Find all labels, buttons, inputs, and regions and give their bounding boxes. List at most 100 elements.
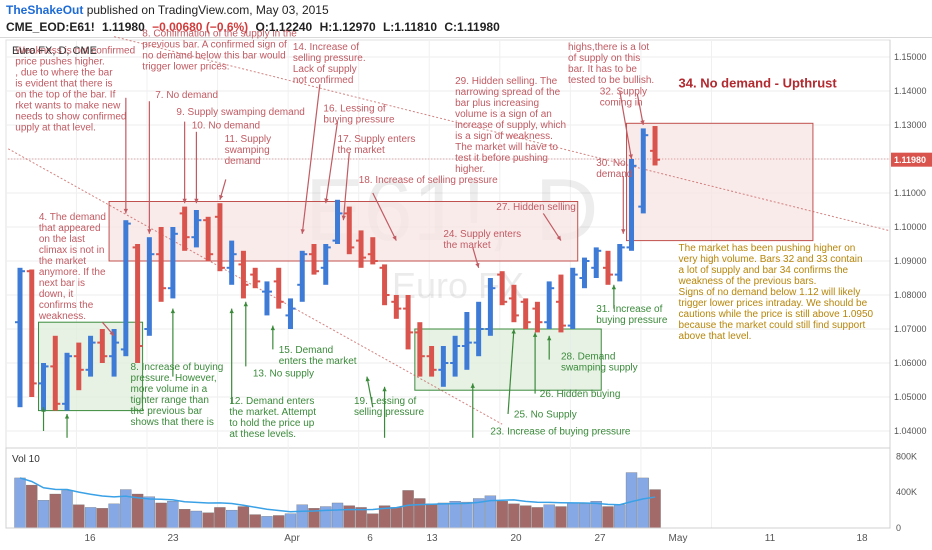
annotation-arrowhead xyxy=(511,329,516,334)
annotation-arrow xyxy=(542,213,562,241)
price-bar-range xyxy=(17,267,23,408)
volume-bar xyxy=(214,507,226,529)
annotation-text: 26. Hidden buying xyxy=(540,389,621,400)
volume-bar xyxy=(131,493,144,529)
annotation-arrowhead xyxy=(229,308,234,314)
volume-bar xyxy=(108,503,120,529)
annotation-line: 10. No demand xyxy=(192,120,260,131)
volume-bar xyxy=(520,505,532,529)
price-bar xyxy=(73,342,84,391)
price-bar-range xyxy=(499,271,505,306)
volume-bar xyxy=(155,502,167,529)
annotation-text: 16. Lessing of buying pressure xyxy=(323,103,395,125)
open-value: O:1.12240 xyxy=(255,20,313,34)
annotation-arrowhead xyxy=(365,376,370,382)
price-tick-label: 1.11000 xyxy=(894,188,926,198)
volume-bar xyxy=(402,490,414,529)
price-bar xyxy=(532,301,543,333)
annotation-line: increase of supply, which xyxy=(455,120,566,131)
annotation-arrowhead xyxy=(147,229,152,234)
annotation-arrowhead xyxy=(41,407,46,412)
price-bar-range xyxy=(546,281,552,329)
annotation-line: next bar is xyxy=(39,278,85,289)
price-bar-range xyxy=(346,206,352,255)
price-bar xyxy=(591,247,602,278)
annotation-line: cautions while the price is still above … xyxy=(679,309,874,320)
annotation-line: 4. The demand xyxy=(39,212,106,223)
price-bar xyxy=(450,335,461,377)
annotation-line: coming in xyxy=(600,97,643,108)
annotation-line: test it before pushing xyxy=(455,153,548,164)
price-bar-range xyxy=(52,335,58,411)
price-bar xyxy=(461,312,472,370)
price-bar xyxy=(638,128,649,214)
annotation-line: tested to be bullish. xyxy=(568,75,654,86)
price-bar xyxy=(379,264,390,306)
price-bar xyxy=(156,227,167,302)
annotation-arrowhead xyxy=(182,198,187,204)
publisher-name[interactable]: TheShakeOut xyxy=(6,3,84,17)
zone-resistance xyxy=(108,201,579,262)
price-bar-range xyxy=(193,210,199,248)
volume-bar xyxy=(143,496,156,529)
annotation-line: 8. Increase of buying xyxy=(131,362,224,373)
annotation-text: 18. Increase of selling pressure xyxy=(359,175,498,186)
price-bar-range xyxy=(229,240,235,285)
price-bar-range xyxy=(88,335,94,377)
annotation-arrow xyxy=(372,192,397,241)
annotation-arrowhead xyxy=(547,335,552,341)
price-bar-range xyxy=(323,244,329,285)
price-bar-range xyxy=(76,342,82,391)
annotation-line: enters the market xyxy=(279,356,357,367)
price-bar-range xyxy=(640,128,646,214)
annotation-text: 9. Supply swamping demand xyxy=(176,107,304,118)
volume-bar xyxy=(202,512,214,529)
volume-bar xyxy=(261,516,273,529)
annotation-arrow xyxy=(636,94,644,126)
price-bar-range xyxy=(417,322,423,377)
volume-bar xyxy=(637,477,649,529)
volume-bar xyxy=(390,507,402,529)
price-bar-range xyxy=(41,363,47,411)
price-bar xyxy=(85,335,96,377)
volume-bar xyxy=(614,504,626,529)
price-bar xyxy=(544,281,555,329)
price-bar xyxy=(414,322,425,377)
volume-bar xyxy=(567,502,579,529)
annotation-line: above that level. xyxy=(679,331,752,342)
price-tick-label: 1.04000 xyxy=(894,426,927,436)
annotation-line: 18. Increase of selling pressure xyxy=(359,175,498,186)
annotation-line: 32. Supply xyxy=(600,86,647,97)
annotation-line: because the market could still find supp… xyxy=(679,320,866,331)
price-tick-label: 1.15000 xyxy=(894,52,927,62)
price-tick-label: 1.14000 xyxy=(894,86,927,96)
price-bar xyxy=(38,363,49,411)
annotation-line: the previous bar xyxy=(131,406,203,417)
annotation-line: not confirmed xyxy=(293,75,354,86)
price-bar xyxy=(226,240,237,285)
price-bar xyxy=(650,126,661,166)
price-bar xyxy=(309,244,319,275)
annotation-line: 15. Demand xyxy=(279,345,333,356)
price-bar-range xyxy=(335,199,341,244)
price-bars xyxy=(15,126,661,411)
annotation-line: is a sign of weakness. xyxy=(455,131,553,142)
price-bar-range xyxy=(252,267,258,289)
price-bar-range xyxy=(652,126,658,166)
price-bar xyxy=(473,301,484,357)
price-bar-range xyxy=(581,257,587,289)
annotation-text: 32. Supply coming in xyxy=(600,86,647,108)
price-bar-range xyxy=(370,237,376,265)
annotation-arrowhead xyxy=(170,308,176,314)
price-bar xyxy=(391,295,402,319)
price-bar xyxy=(297,250,308,302)
annotation-line: 23. Increase of buying pressure xyxy=(490,426,631,437)
price-bar xyxy=(26,269,37,397)
volume-bar xyxy=(84,507,97,529)
annotation-line: bar. It has to be xyxy=(568,64,637,75)
annotation-text: 31. Increase of buying pressure xyxy=(596,304,668,326)
price-bar-range xyxy=(311,244,317,275)
annotation-line: The market will have to xyxy=(455,142,558,153)
price-bar xyxy=(50,335,61,411)
